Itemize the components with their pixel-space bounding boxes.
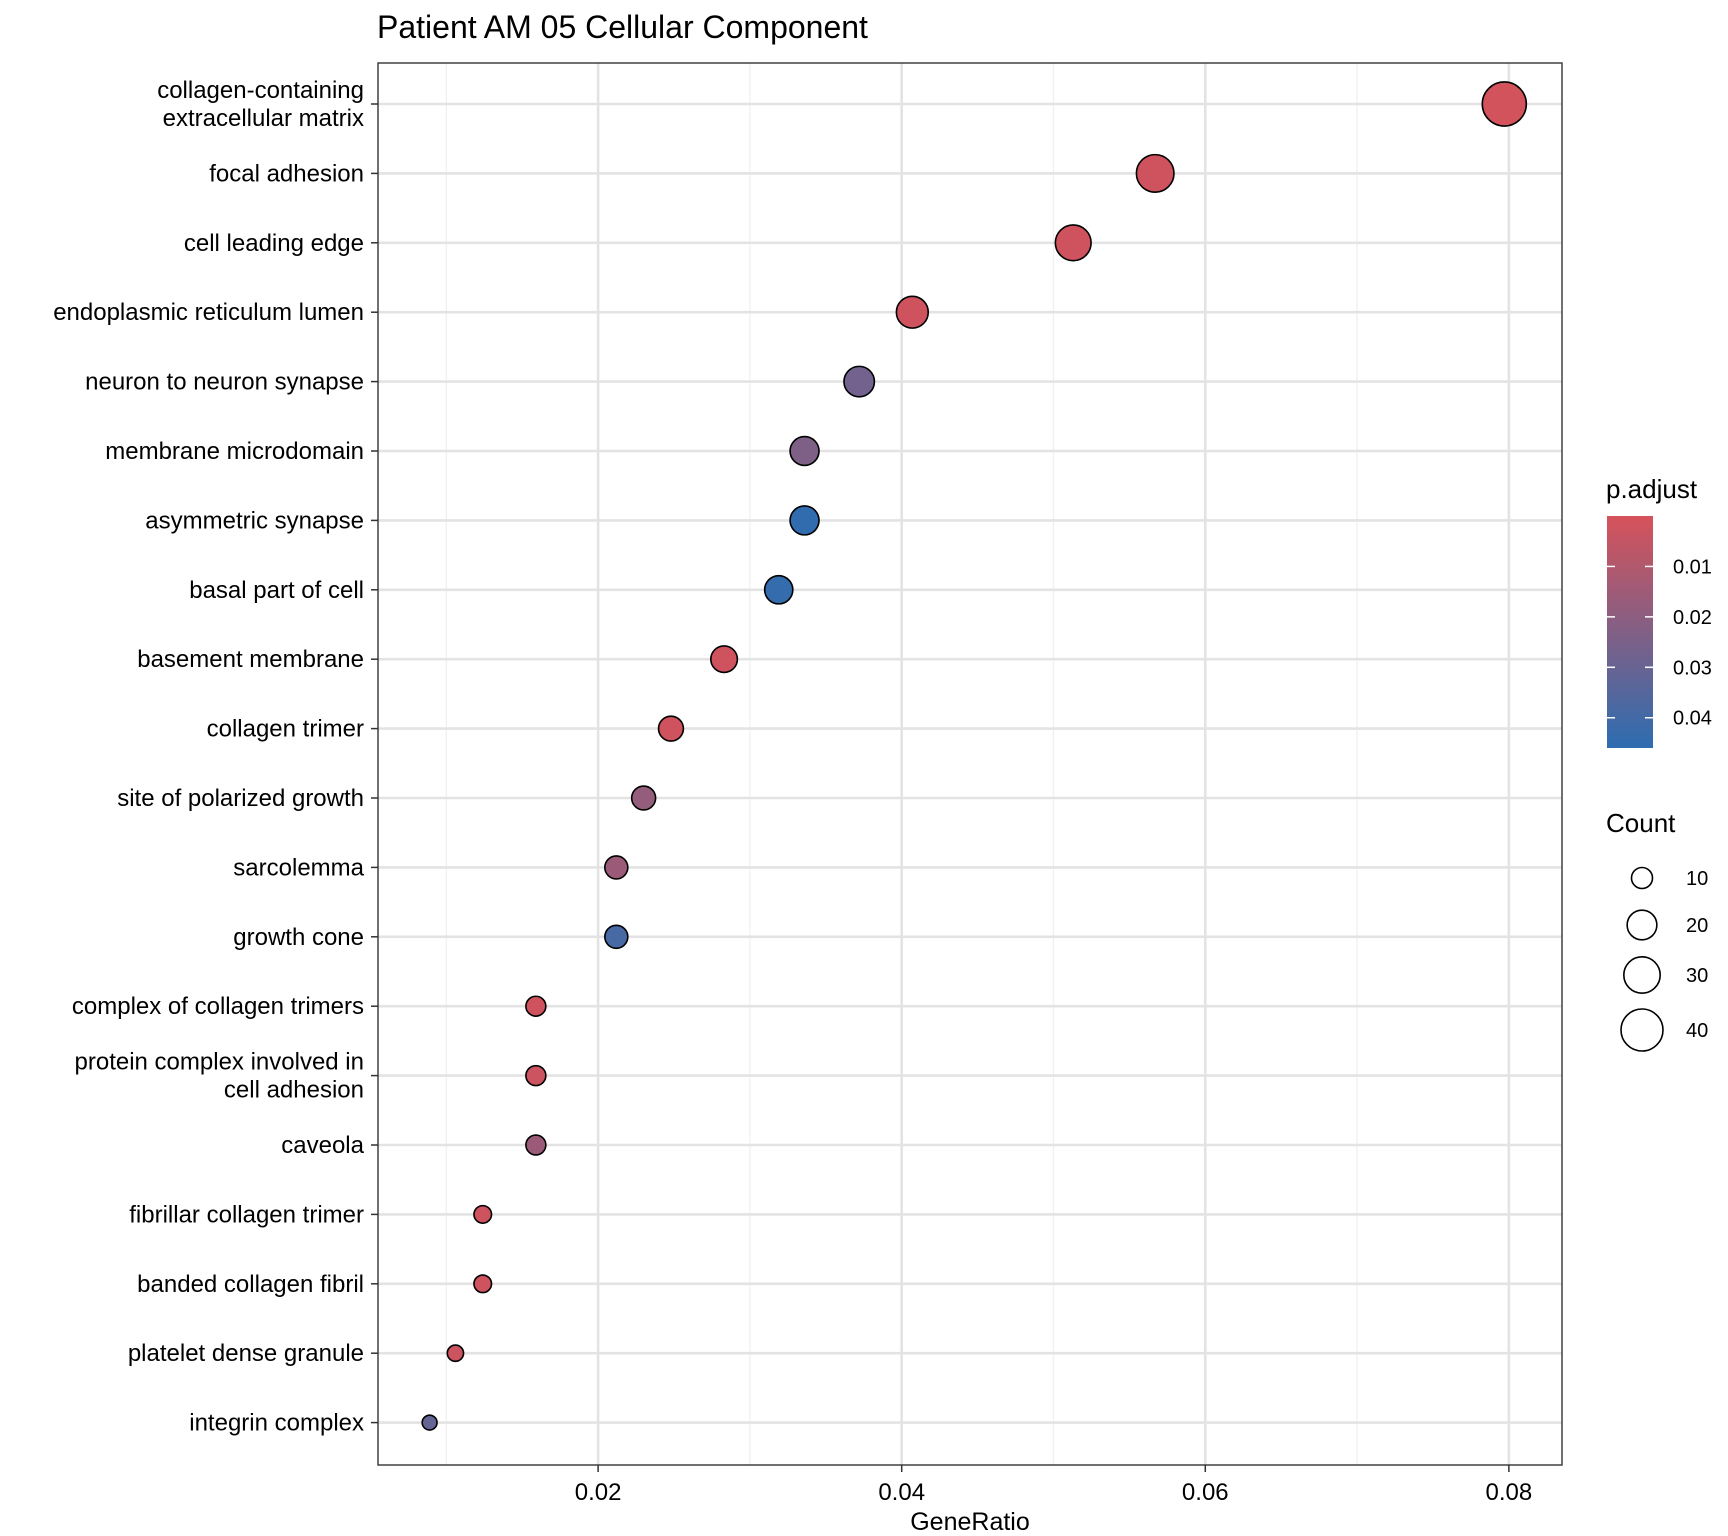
y-tick-label: protein complex involved in — [75, 1049, 365, 1076]
data-point — [604, 924, 629, 950]
size-legend-items: 10 20 30 40 — [1620, 866, 1708, 1052]
y-tick-label: extracellular matrix — [163, 105, 364, 132]
chart-title: Patient AM 05 Cellular Component — [377, 9, 868, 45]
y-tick-label: integrin complex — [189, 1410, 364, 1437]
color-legend: p.adjust 0.01 0.02 0.03 0.04 — [1606, 474, 1712, 748]
y-tick-label: membrane microdomain — [105, 438, 364, 465]
y-tick-label: neuron to neuron synapse — [85, 369, 364, 396]
size-legend-circle — [1626, 909, 1658, 941]
data-point — [446, 1344, 465, 1363]
data-point — [1481, 81, 1528, 127]
y-tick-label: banded collagen fibril — [137, 1271, 364, 1298]
size-legend-circle — [1620, 1008, 1664, 1052]
data-point — [789, 435, 820, 467]
x-axis-title: GeneRatio — [910, 1508, 1030, 1536]
data-point — [525, 1064, 547, 1087]
size-legend-label: 10 — [1686, 868, 1708, 890]
data-point — [895, 295, 930, 329]
x-axis: 0.02 0.04 0.06 0.08 — [575, 1465, 1532, 1506]
data-point — [763, 574, 794, 605]
y-tick-label: fibrillar collagen trimer — [129, 1201, 364, 1228]
data-point — [657, 715, 685, 742]
color-legend-label: 0.01 — [1673, 556, 1712, 578]
data-point — [473, 1274, 493, 1294]
plot-border — [377, 62, 1563, 1466]
y-tick-label: asymmetric synapse — [145, 507, 364, 534]
size-legend-label: 30 — [1686, 965, 1708, 987]
data-point — [421, 1414, 438, 1431]
y-tick-label: caveola — [281, 1132, 364, 1159]
y-tick-label: basal part of cell — [189, 577, 364, 604]
x-tick-label: 0.06 — [1182, 1479, 1229, 1506]
size-legend-circle — [1630, 866, 1654, 890]
data-point — [525, 1134, 547, 1156]
y-tick-label: sarcolemma — [233, 854, 364, 881]
y-tick-label: site of polarized growth — [117, 785, 364, 812]
data-point — [1135, 153, 1175, 193]
data-points — [421, 81, 1528, 1431]
size-legend-circle — [1623, 956, 1661, 994]
x-tick-label: 0.02 — [575, 1479, 622, 1506]
color-legend-label: 0.04 — [1673, 708, 1712, 730]
y-tick-label: focal adhesion — [209, 160, 364, 187]
y-tick-label: cell adhesion — [224, 1077, 364, 1104]
y-tick-label: growth cone — [233, 924, 364, 951]
color-legend-title: p.adjust — [1606, 474, 1698, 504]
y-tick-label: collagen-containing — [157, 77, 364, 104]
x-tick-label: 0.08 — [1486, 1479, 1533, 1506]
size-legend-title: Count — [1606, 808, 1676, 838]
data-point — [604, 855, 629, 880]
color-legend-ticks: 0.01 0.02 0.03 0.04 — [1607, 556, 1712, 730]
data-point — [710, 645, 739, 674]
grid-lines — [378, 63, 1562, 1465]
plot-panel — [378, 63, 1562, 1465]
data-point — [1054, 224, 1092, 262]
y-tick-label: platelet dense granule — [128, 1340, 364, 1367]
y-tick-label: complex of collagen trimers — [72, 993, 364, 1020]
data-point — [525, 995, 547, 1017]
data-point — [789, 505, 820, 536]
y-tick-label: cell leading edge — [184, 230, 364, 257]
data-point — [473, 1204, 493, 1224]
x-tick-label: 0.04 — [878, 1479, 925, 1506]
color-legend-label: 0.02 — [1673, 607, 1712, 629]
size-legend-label: 40 — [1686, 1020, 1708, 1042]
color-legend-label: 0.03 — [1673, 657, 1712, 679]
data-point — [630, 785, 657, 811]
size-legend-label: 20 — [1686, 915, 1708, 937]
y-tick-label: collagen trimer — [207, 716, 364, 743]
y-tick-label: endoplasmic reticulum lumen — [53, 299, 364, 326]
data-point — [843, 365, 876, 398]
size-legend: Count 10 20 30 40 — [1606, 808, 1708, 1052]
color-legend-bar — [1607, 516, 1653, 748]
y-tick-label: basement membrane — [137, 646, 364, 673]
